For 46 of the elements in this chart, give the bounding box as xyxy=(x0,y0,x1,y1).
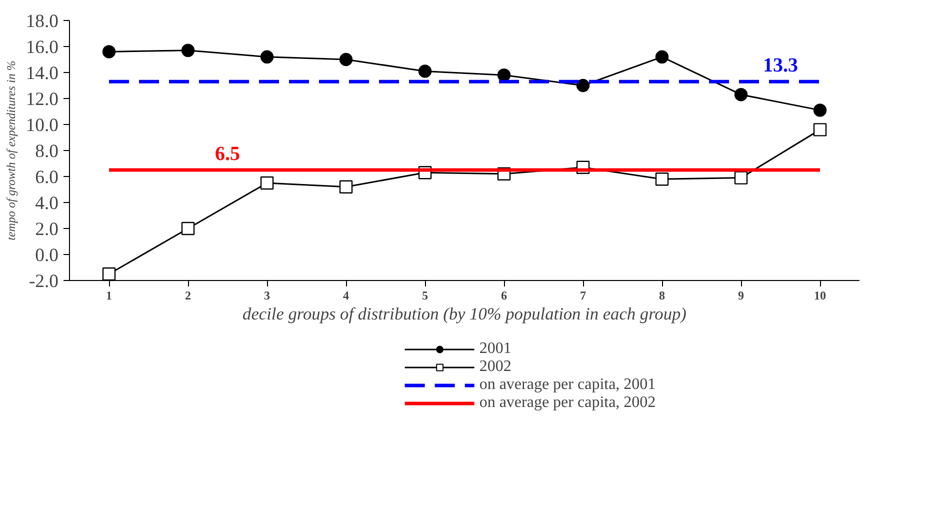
x-tick-label: 1 xyxy=(106,288,112,302)
y-tick-label: 6.0 xyxy=(35,167,59,188)
point xyxy=(181,44,195,57)
x-tick-label: 6 xyxy=(501,288,507,302)
point xyxy=(576,78,590,92)
point xyxy=(339,180,353,194)
y-tick-label: 8.0 xyxy=(35,141,59,162)
x-tick-label: 10 xyxy=(814,288,826,302)
y-tick-label: 16.0 xyxy=(26,37,59,58)
x-axis-title: decile groups of distribution (by 10% population in each group) xyxy=(242,304,687,324)
legend-label: 2002 xyxy=(479,358,512,376)
point xyxy=(813,104,827,117)
point xyxy=(260,50,274,64)
point xyxy=(734,88,748,102)
point xyxy=(497,68,511,82)
x-tick-label: 4 xyxy=(343,288,349,302)
x-tick-label: 7 xyxy=(580,288,586,302)
y-tick-label: 0.0 xyxy=(35,245,59,266)
point xyxy=(181,222,195,236)
y-tick-label: 4.0 xyxy=(35,193,59,214)
annotation: 13.3 xyxy=(763,54,798,77)
y-tick-label: 14.0 xyxy=(26,63,59,84)
point xyxy=(734,171,748,184)
point xyxy=(102,45,116,58)
x-tick-label: 2 xyxy=(185,288,191,302)
x-tick-label: 5 xyxy=(422,288,428,302)
x-tick-label: 3 xyxy=(264,288,270,302)
point xyxy=(655,50,669,64)
y-tick-label: 18.0 xyxy=(26,11,59,32)
point xyxy=(102,267,116,280)
y-tick-label: -2.0 xyxy=(28,271,59,292)
annotation: 6.5 xyxy=(215,143,240,165)
x-tick-label: 8 xyxy=(659,288,665,302)
y-axis-title: tempo of growth of expenditures in % xyxy=(4,60,18,240)
point xyxy=(260,176,274,190)
y-tick-label: 12.0 xyxy=(26,89,59,110)
point xyxy=(813,123,827,136)
point xyxy=(655,172,669,186)
y-tick-label: 10.0 xyxy=(26,115,59,136)
x-tick-label: 9 xyxy=(738,288,744,302)
y-tick-label: 2.0 xyxy=(35,219,59,240)
legend-label: on average per capita, 2001 xyxy=(479,376,656,394)
point xyxy=(418,64,432,78)
legend-label: 2001 xyxy=(479,340,512,358)
point xyxy=(339,52,353,66)
legend-label: on average per capita, 2002 xyxy=(479,394,656,412)
